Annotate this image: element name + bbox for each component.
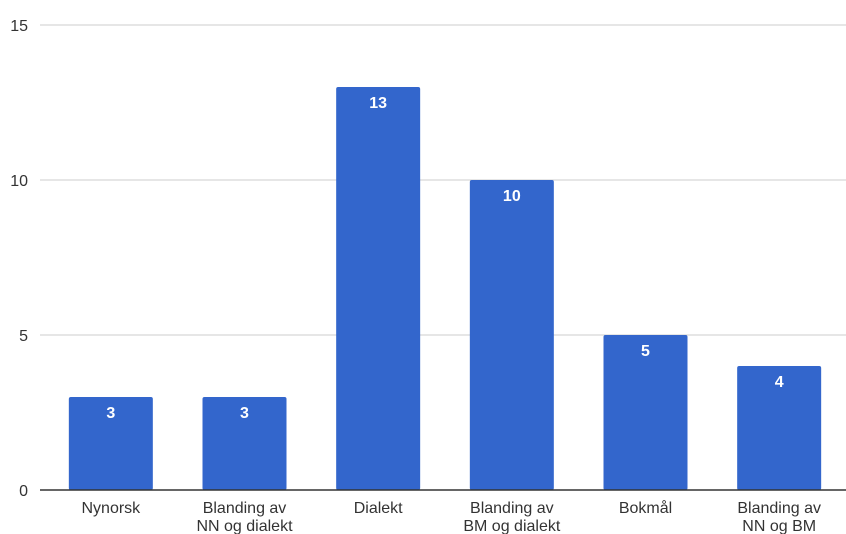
- bar: [469, 180, 554, 490]
- category-label: Blanding av NN og BM: [737, 500, 821, 534]
- y-tick-label: 10: [10, 173, 28, 190]
- data-label: 5: [641, 343, 650, 360]
- y-tick-label: 5: [19, 328, 28, 345]
- category-label: Nynorsk: [81, 500, 141, 517]
- bar: [737, 366, 822, 490]
- bar: [603, 335, 688, 490]
- category-label: Blanding av NN og dialekt: [196, 500, 293, 534]
- category-label: Blanding av BM og dialekt: [463, 500, 560, 534]
- data-label: 4: [775, 374, 784, 391]
- y-tick-label: 0: [19, 483, 28, 500]
- bar: [336, 87, 421, 490]
- category-label: Bokmål: [619, 499, 672, 517]
- y-tick-label: 15: [10, 18, 28, 35]
- category-label: Dialekt: [354, 500, 403, 517]
- data-label: 10: [503, 188, 521, 205]
- data-label: 3: [106, 405, 115, 422]
- data-label: 3: [240, 405, 249, 422]
- data-label: 13: [369, 95, 387, 112]
- bar: [68, 397, 153, 490]
- bar: [202, 397, 287, 490]
